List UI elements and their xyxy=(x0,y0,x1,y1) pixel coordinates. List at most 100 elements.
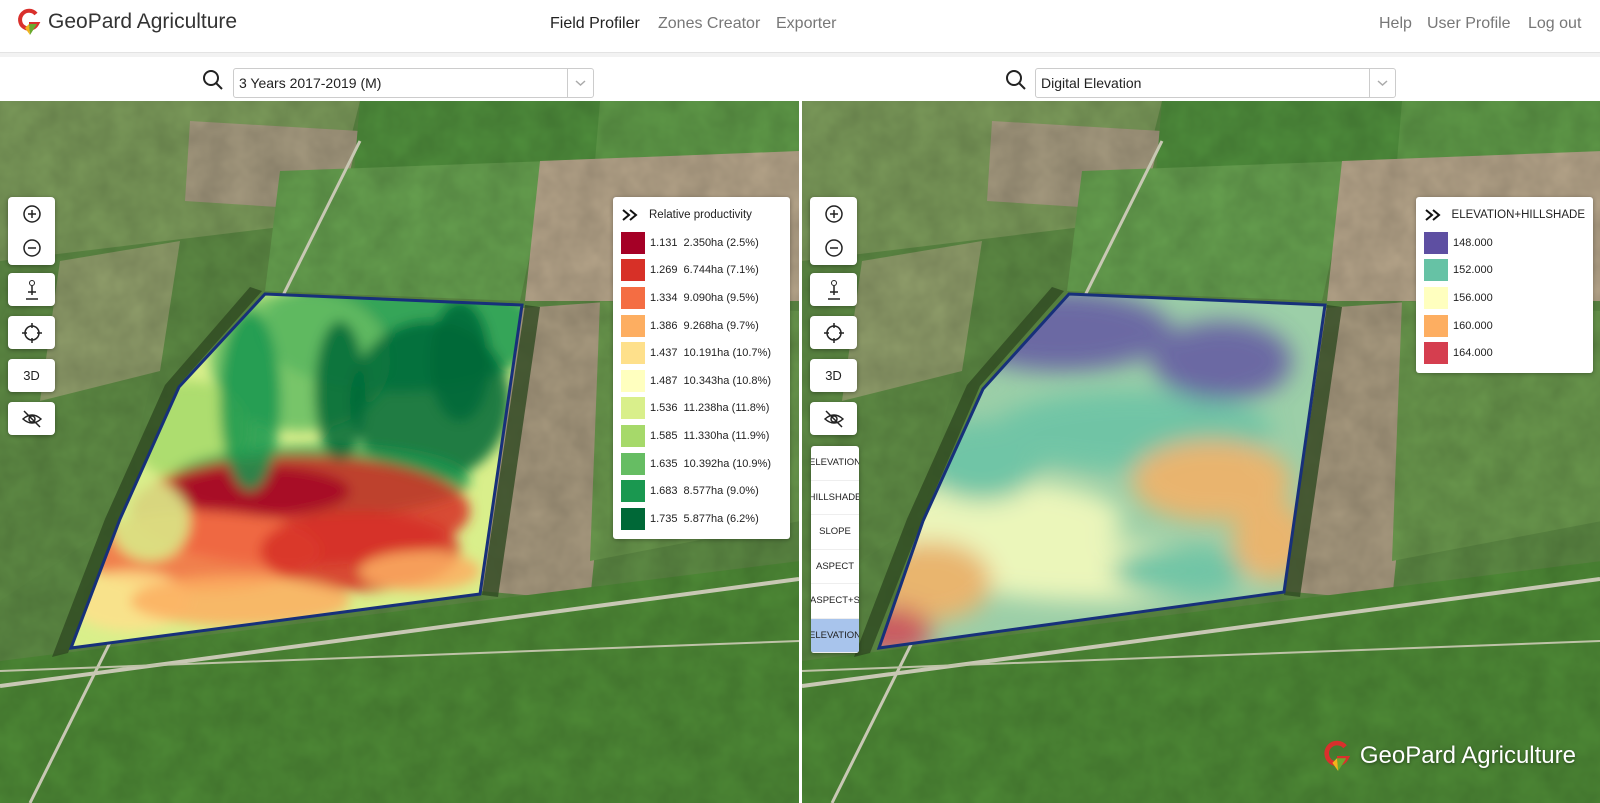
select-arrow[interactable] xyxy=(1369,69,1395,97)
road xyxy=(0,640,799,672)
legend: Relative productivity 1.131 2.350ha (2.5%)… xyxy=(613,197,790,539)
locate-button[interactable] xyxy=(8,316,55,349)
chevron xyxy=(575,80,586,87)
legend-row: 164.000 xyxy=(1424,339,1585,367)
layer-switcher: ELEVATION HILLSHADE SLOPE ASPECT ASPECT+S ELE… xyxy=(811,446,859,653)
legend-area: 8.577ha (9.0%) xyxy=(683,485,759,498)
legend-area: 5.877ha (6.2%) xyxy=(683,512,759,525)
legend-swatch xyxy=(621,507,645,530)
decoration xyxy=(203,70,219,86)
zoom-in[interactable] xyxy=(823,203,845,225)
layer-select[interactable]: Digital Elevation xyxy=(1035,68,1396,98)
tree-belt xyxy=(482,305,540,597)
legend-row: 1.487 10.343ha (10.8%) xyxy=(621,367,782,395)
field-zone xyxy=(1152,321,1292,401)
watermark-icon xyxy=(1324,740,1350,771)
legend-swatch xyxy=(621,342,645,365)
legend-area: 2.350ha (2.5%) xyxy=(683,236,759,249)
legend-area: 11.238ha (11.8%) xyxy=(683,402,770,415)
logo-text: GeoPard Agriculture xyxy=(48,10,238,33)
legend-row: 156.000 xyxy=(1424,284,1585,312)
pegman-icon xyxy=(827,279,840,300)
decoration xyxy=(29,24,37,35)
legend-header: ELEVATION+HILLSHADE xyxy=(1424,205,1585,225)
legend-swatch xyxy=(621,231,645,254)
field-boundary xyxy=(68,292,524,650)
nav-link[interactable]: User Profile xyxy=(1427,15,1511,32)
search-icon[interactable] xyxy=(1005,69,1027,91)
legend-row: 160.000 xyxy=(1424,312,1585,340)
collapse-icon[interactable] xyxy=(1424,208,1442,222)
tree-belt xyxy=(1284,305,1342,597)
nav-link[interactable]: Exporter xyxy=(776,15,837,32)
nav-link[interactable]: Field Profiler xyxy=(550,15,640,32)
zoom-in[interactable] xyxy=(21,203,43,225)
layer-button[interactable]: ASPECT+S xyxy=(811,584,859,619)
legend-row: 1.683 8.577ha (9.0%) xyxy=(621,477,782,505)
legend-row: 1.735 5.877ha (6.2%) xyxy=(621,505,782,533)
decoration xyxy=(22,205,41,223)
logo[interactable]: GeoPard Agriculture xyxy=(16,8,237,36)
select-arrow[interactable] xyxy=(567,69,593,97)
visibility-button[interactable] xyxy=(8,402,55,435)
nav-link[interactable]: Help xyxy=(1379,15,1412,32)
layer-button[interactable]: ELEVATION xyxy=(811,446,859,481)
field-zone xyxy=(1132,441,1292,521)
legend-row: 1.536 11.238ha (11.8%) xyxy=(621,395,782,423)
legend-swatch xyxy=(1424,342,1448,365)
decoration xyxy=(25,24,30,35)
nav-link[interactable]: Log out xyxy=(1528,15,1582,32)
zoom-out[interactable] xyxy=(823,237,845,259)
view-3d-button[interactable]: 3D xyxy=(8,359,55,392)
eye-off-icon xyxy=(823,409,844,428)
decoration xyxy=(1377,80,1388,87)
tree-belt xyxy=(52,287,262,657)
search-icon[interactable] xyxy=(202,69,224,91)
divider xyxy=(799,101,802,803)
visibility-button[interactable] xyxy=(810,402,857,435)
decoration xyxy=(25,285,38,300)
decoration xyxy=(824,409,843,428)
layer-button[interactable]: ASPECT xyxy=(811,550,859,584)
view-3d-button[interactable]: 3D xyxy=(810,359,857,392)
map-pane[interactable]: 3D Relative productivity 1.131 2.350ha (2.5… xyxy=(0,101,799,803)
map-pane[interactable]: 3D ELEVATION HILLSHADE SLOPE ASPECT ASPECT+S E… xyxy=(802,101,1600,803)
chevron xyxy=(1377,80,1388,87)
layer-select[interactable]: 3 Years 2017-2019 (M) xyxy=(233,68,594,98)
legend-row: 1.386 9.268ha (9.7%) xyxy=(621,312,782,340)
layer-button[interactable]: HILLSHADE xyxy=(811,481,859,515)
legend-value: 1.269 xyxy=(650,264,678,277)
eye-off-icon xyxy=(21,409,42,428)
legend-title: Relative productivity xyxy=(649,209,752,221)
legend-area: 10.191ha (10.7%) xyxy=(683,347,771,360)
legend-area: 9.090ha (9.5%) xyxy=(683,291,759,304)
legend-row: 1.635 10.392ha (10.9%) xyxy=(621,450,782,478)
legend-swatch xyxy=(621,314,645,337)
layer-button[interactable]: ELEVATION xyxy=(811,618,859,653)
decoration xyxy=(829,210,838,218)
nav-link[interactable]: Zones Creator xyxy=(658,15,761,32)
locate-button[interactable] xyxy=(810,316,857,349)
zoom-out[interactable] xyxy=(21,237,43,259)
search-row: 3 Years 2017-2019 (M) Digital Elevation xyxy=(0,53,1600,101)
legend-swatch xyxy=(621,286,645,309)
logo-icon xyxy=(18,8,41,35)
locate-icon xyxy=(823,322,844,343)
layer-button[interactable]: SLOPE xyxy=(811,515,859,550)
field-boundary xyxy=(876,292,1327,650)
legend-swatch xyxy=(1424,231,1448,254)
pegman-button[interactable] xyxy=(810,273,857,306)
decoration xyxy=(22,239,41,257)
road xyxy=(802,577,1600,688)
road xyxy=(802,640,1600,672)
pegman-button[interactable] xyxy=(8,273,55,306)
legend: ELEVATION+HILLSHADE 148.000 152.000 156.000… xyxy=(1416,197,1593,373)
legend-value: 1.334 xyxy=(650,291,678,304)
select-value: 3 Years 2017-2019 (M) xyxy=(239,75,382,91)
legend-header: Relative productivity xyxy=(621,205,782,225)
field-zone xyxy=(170,466,350,516)
legend-swatch xyxy=(621,369,645,392)
decoration xyxy=(824,239,843,257)
legend-swatch xyxy=(1424,259,1448,282)
collapse-icon[interactable] xyxy=(621,208,639,222)
